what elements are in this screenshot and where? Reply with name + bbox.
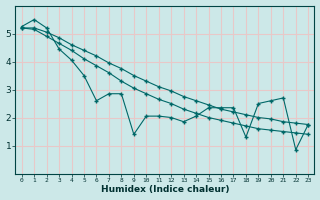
X-axis label: Humidex (Indice chaleur): Humidex (Indice chaleur) [101, 185, 229, 194]
